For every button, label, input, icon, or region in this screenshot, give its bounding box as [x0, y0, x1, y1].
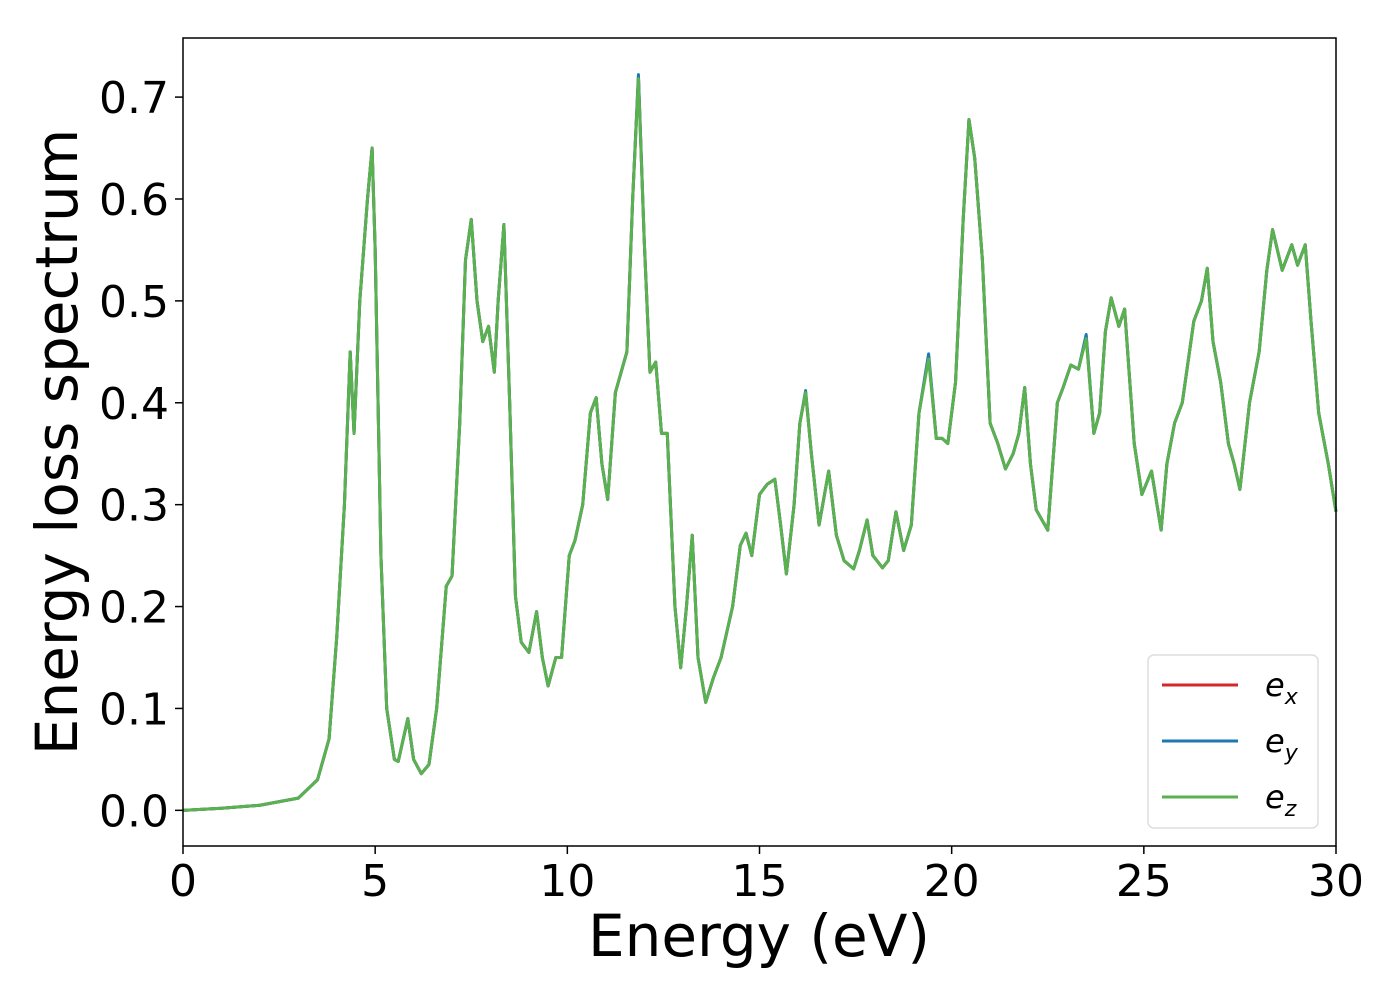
- x-tick-label: 25: [1116, 856, 1172, 907]
- axes-frame: [182, 37, 1337, 847]
- y-tick-label: 0.1: [99, 684, 169, 735]
- legend-label: ey: [1265, 722, 1299, 766]
- y-axis-label: Energy loss spectrum: [23, 129, 91, 755]
- x-tick-label: 15: [732, 856, 788, 907]
- x-tick-label: 5: [361, 856, 389, 907]
- x-tick-label: 20: [924, 856, 980, 907]
- y-tick-label: 0.4: [99, 379, 169, 430]
- y-tick-label: 0.0: [99, 786, 169, 837]
- x-tick-label: 10: [539, 856, 595, 907]
- y-tick-label: 0.7: [99, 73, 169, 124]
- legend-label: ex: [1265, 666, 1299, 710]
- y-tick-label: 0.2: [99, 583, 169, 634]
- legend: ex ey ez: [1147, 654, 1319, 829]
- y-tick-label: 0.5: [99, 277, 169, 328]
- x-tick-label: 0: [169, 856, 197, 907]
- x-tick-label: 30: [1308, 856, 1364, 907]
- y-tick-label: 0.6: [99, 175, 169, 226]
- y-tick-label: 0.3: [99, 481, 169, 532]
- series-line: [182, 77, 1338, 812]
- x-axis-label: Energy (eV): [588, 902, 930, 970]
- legend-label: ez: [1265, 778, 1297, 822]
